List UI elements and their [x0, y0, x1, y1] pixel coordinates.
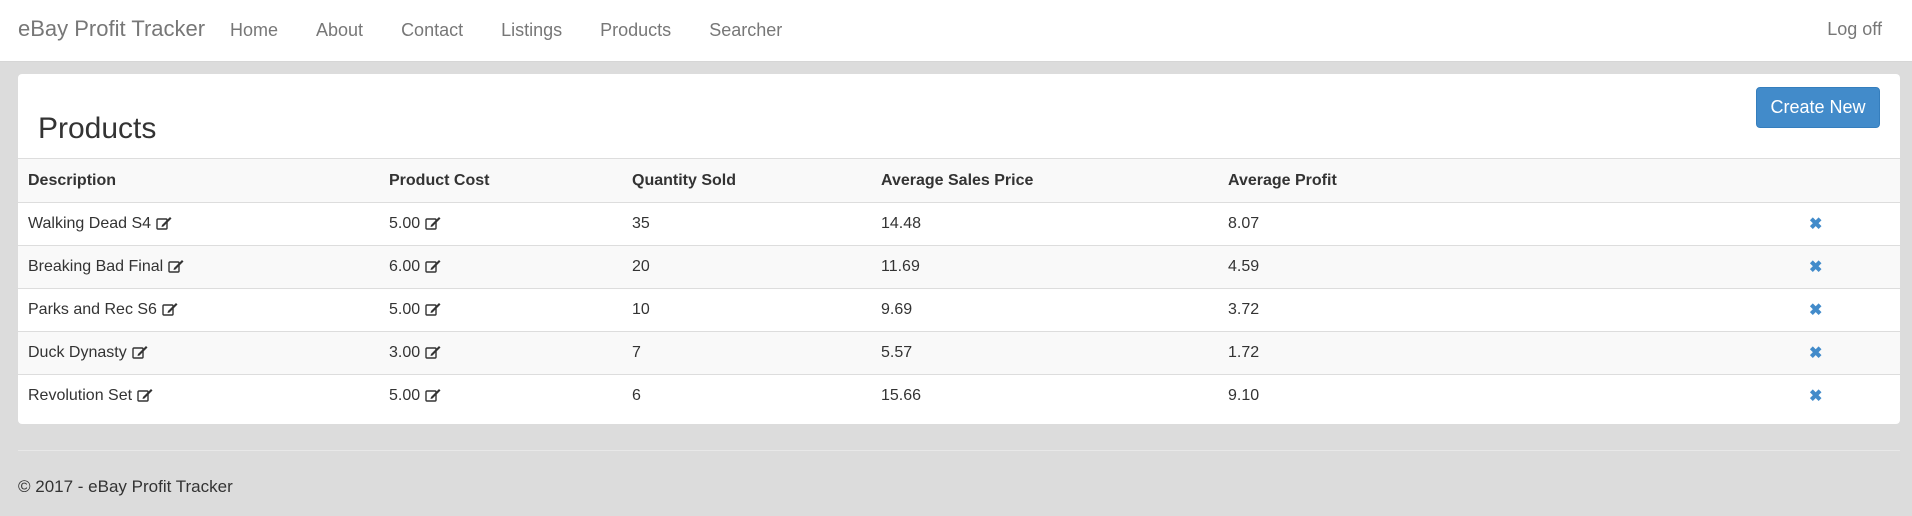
description-text: Duck Dynasty: [28, 344, 127, 361]
nav-links: Home About Contact Listings Products Sea…: [230, 0, 820, 60]
nav-searcher[interactable]: Searcher: [709, 19, 783, 40]
product-cost-text: 5.00: [389, 301, 421, 318]
cell-description: Walking Dead S4: [18, 202, 379, 246]
column-header-description: Description: [18, 158, 379, 203]
description-text: Breaking Bad Final: [28, 258, 164, 275]
table-row: Walking Dead S4 5.00 35 14.48 8.07 ✖: [18, 202, 1900, 246]
cell-actions: ✖: [1476, 245, 1900, 289]
table-row: Parks and Rec S6 5.00 10 9.69 3.72 ✖: [18, 288, 1900, 332]
description-text: Revolution Set: [28, 387, 133, 405]
cell-quantity-sold: 10: [622, 288, 871, 332]
nav-contact[interactable]: Contact: [401, 19, 464, 40]
logoff-link[interactable]: Log off: [1827, 19, 1882, 39]
brand-link[interactable]: eBay Profit Tracker: [18, 16, 206, 41]
product-cost-text: 3.00: [389, 344, 421, 361]
column-header-actions: [1476, 158, 1900, 203]
column-header-average-sales-price: Average Sales Price: [871, 158, 1218, 203]
nav-products[interactable]: Products: [600, 19, 672, 40]
cell-average-sales-price: 5.57: [871, 331, 1218, 375]
page-title: Products: [38, 112, 157, 145]
cell-quantity-sold: 20: [622, 245, 871, 289]
table-row: Breaking Bad Final 6.00 20 11.69 4.59 ✖: [18, 245, 1900, 289]
products-panel: Products Create New Description Product …: [18, 74, 1900, 424]
cell-product-cost: 5.00: [379, 288, 622, 332]
cell-quantity-sold: 35: [622, 202, 871, 246]
navbar: eBay Profit Tracker Home About Contact L…: [0, 0, 1912, 62]
product-cost-text: 6.00: [389, 258, 421, 275]
cell-average-sales-price: 9.69: [871, 288, 1218, 332]
cell-quantity-sold: 6: [622, 374, 871, 418]
cell-average-sales-price: 15.66: [871, 374, 1218, 418]
footer-text: © 2017 - eBay Profit Tracker: [18, 477, 233, 496]
remove-icon[interactable]: ✖: [1809, 388, 1823, 406]
cell-description: Breaking Bad Final: [18, 245, 379, 289]
cell-average-profit: 3.72: [1218, 288, 1476, 332]
cell-description: Parks and Rec S6: [18, 288, 379, 332]
product-cost-text: 5.00: [389, 215, 421, 232]
cell-average-profit: 1.72: [1218, 331, 1476, 375]
cell-product-cost: 3.00: [379, 331, 622, 375]
table-header-row: Description Product Cost Quantity Sold A…: [18, 158, 1900, 203]
edit-icon[interactable]: [156, 216, 172, 230]
edit-icon[interactable]: [425, 345, 441, 359]
description-text: Parks and Rec S6: [28, 301, 157, 318]
remove-icon[interactable]: ✖: [1809, 259, 1823, 276]
column-header-quantity-sold: Quantity Sold: [622, 158, 871, 203]
footer-divider: [18, 450, 1900, 451]
remove-icon[interactable]: ✖: [1809, 302, 1823, 319]
edit-icon[interactable]: [132, 345, 148, 359]
cell-product-cost: 6.00: [379, 245, 622, 289]
cell-actions: ✖: [1476, 202, 1900, 246]
edit-icon[interactable]: [425, 259, 441, 273]
cell-actions: ✖: [1476, 288, 1900, 332]
remove-icon[interactable]: ✖: [1809, 345, 1823, 362]
cell-actions: ✖: [1476, 331, 1900, 375]
edit-icon[interactable]: [425, 216, 441, 230]
cell-average-profit: 8.07: [1218, 202, 1476, 246]
column-header-product-cost: Product Cost: [379, 158, 622, 203]
nav-about[interactable]: About: [316, 19, 364, 40]
cell-average-sales-price: 14.48: [871, 202, 1218, 246]
cell-product-cost: 5.00: [379, 374, 622, 418]
edit-icon[interactable]: [425, 388, 441, 402]
nav-home[interactable]: Home: [230, 19, 279, 40]
cell-average-sales-price: 11.69: [871, 245, 1218, 289]
description-text: Walking Dead S4: [28, 215, 152, 232]
edit-icon[interactable]: [137, 388, 153, 402]
cell-quantity-sold: 7: [622, 331, 871, 375]
cell-actions: ✖: [1476, 374, 1900, 418]
products-table: Description Product Cost Quantity Sold A…: [18, 158, 1900, 418]
cell-product-cost: 5.00: [379, 202, 622, 246]
column-header-average-profit: Average Profit: [1218, 158, 1476, 203]
edit-icon[interactable]: [425, 302, 441, 316]
cell-description: Revolution Set: [18, 374, 379, 418]
edit-icon[interactable]: [162, 302, 178, 316]
cell-description: Duck Dynasty: [18, 331, 379, 375]
table-row: Revolution Set 5.00 6 15.66 9.10 ✖: [18, 374, 1900, 418]
product-cost-text: 5.00: [389, 387, 421, 405]
remove-icon[interactable]: ✖: [1809, 216, 1823, 233]
cell-average-profit: 9.10: [1218, 374, 1476, 418]
nav-listings[interactable]: Listings: [501, 19, 563, 40]
edit-icon[interactable]: [168, 259, 184, 273]
table-row: Duck Dynasty 3.00 7 5.57 1.72 ✖: [18, 331, 1900, 375]
cell-average-profit: 4.59: [1218, 245, 1476, 289]
create-new-button[interactable]: Create New: [1756, 87, 1880, 128]
